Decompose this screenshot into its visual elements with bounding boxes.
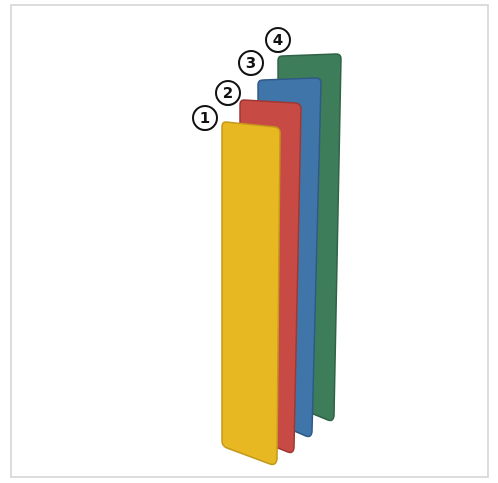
callout-ring [192, 105, 218, 131]
callout-ring [238, 50, 264, 76]
callout-label: 3 [246, 54, 256, 72]
panel-1 [221, 121, 281, 466]
callout: 1 [192, 105, 218, 131]
callout-label: 2 [223, 84, 233, 102]
callout-ring [215, 80, 241, 106]
callout: 3 [238, 50, 264, 76]
callout: 2 [215, 80, 241, 106]
callout-label: 4 [273, 31, 283, 49]
callout-label: 1 [200, 109, 210, 127]
callout: 4 [265, 27, 291, 53]
callout-ring [265, 27, 291, 53]
